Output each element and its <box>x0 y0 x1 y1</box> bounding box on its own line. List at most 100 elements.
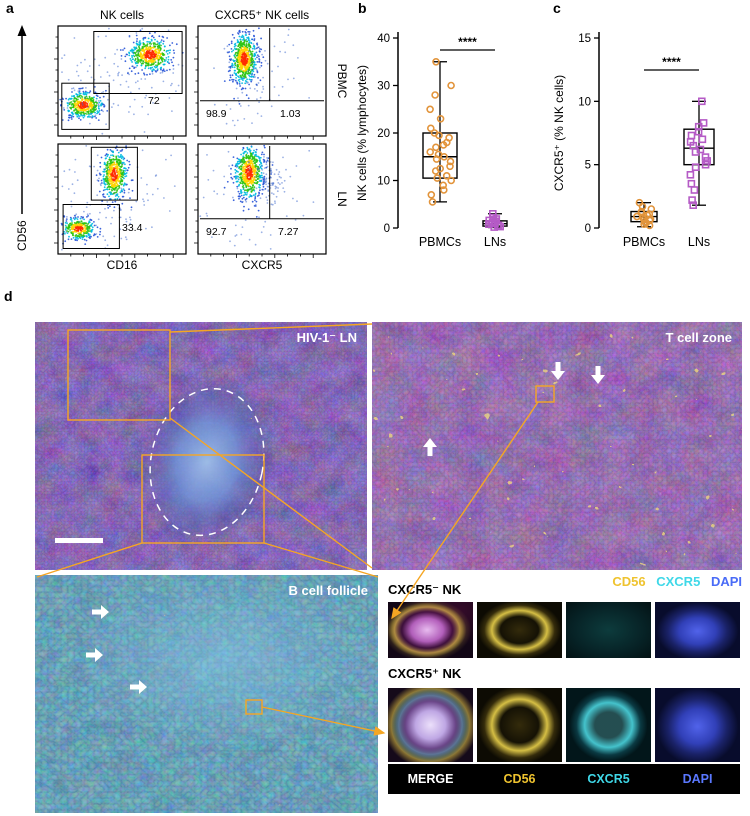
flow-point <box>106 201 109 203</box>
flow-point <box>263 144 266 147</box>
flow-point <box>118 156 121 159</box>
flow-point <box>132 65 135 68</box>
flow-point <box>170 154 173 157</box>
flow-point <box>61 57 63 59</box>
flow-point <box>252 29 255 32</box>
flow-point <box>245 80 248 83</box>
flow-point <box>91 108 94 110</box>
gate-non-nk <box>61 82 110 130</box>
flow-point <box>150 43 153 45</box>
flow-point <box>258 58 260 60</box>
flow-point <box>154 55 157 58</box>
gate-nk <box>93 31 183 94</box>
flow-point <box>120 157 123 160</box>
flow-point <box>240 88 243 91</box>
flow-point <box>258 168 260 171</box>
flow-point <box>121 74 123 76</box>
flow-point <box>105 35 107 38</box>
cd56-axis-arrowhead <box>17 25 27 36</box>
flow-point <box>138 41 141 44</box>
flow-point <box>258 216 260 219</box>
flow-point <box>91 222 94 225</box>
flow-point <box>131 61 133 63</box>
flow-point <box>244 62 247 65</box>
flow-point <box>265 161 268 163</box>
flow-point <box>72 231 75 233</box>
y-tick-label: 0 <box>384 223 390 235</box>
flow-point <box>153 42 156 45</box>
flow-point <box>242 209 245 212</box>
flow-point <box>89 230 91 232</box>
flow-point <box>243 173 246 176</box>
flow-point <box>129 58 132 60</box>
flow-point <box>235 58 238 61</box>
axis-ticks <box>194 154 314 258</box>
flow-point <box>233 66 236 69</box>
group-label: LNs <box>484 235 506 249</box>
flow-point <box>243 54 246 57</box>
flow-point <box>61 248 63 251</box>
flow-point <box>144 60 147 63</box>
flow-point <box>113 163 116 166</box>
flow-point <box>74 158 77 161</box>
flow-point <box>103 161 106 164</box>
flow-point <box>248 53 251 56</box>
flow-point <box>238 192 241 195</box>
flow-point <box>131 50 133 52</box>
flow-point <box>123 177 125 180</box>
flow-point <box>80 114 82 116</box>
flow-point <box>234 62 237 65</box>
flow-point <box>207 179 210 181</box>
flow-point <box>143 54 146 56</box>
flow-point <box>77 216 79 218</box>
flow-point <box>232 156 235 159</box>
flow-point <box>167 58 170 61</box>
crop-row-title-cxcr5pos: CXCR5⁺ NK <box>388 666 462 681</box>
data-point <box>440 186 448 194</box>
flow-point <box>105 177 108 180</box>
flow-point <box>134 48 136 51</box>
flow-point <box>112 186 115 189</box>
flow-point <box>255 68 258 71</box>
flow-point <box>258 180 261 182</box>
flow-point <box>127 71 129 74</box>
flow-point <box>121 172 124 175</box>
flow-point <box>110 179 113 182</box>
flow-point <box>123 167 125 170</box>
flow-point <box>296 200 298 203</box>
flow-point <box>77 90 80 92</box>
flow-point <box>106 188 109 191</box>
flow-point <box>74 230 77 233</box>
flow-point <box>81 222 84 225</box>
flow-point <box>129 105 131 108</box>
flow-point <box>162 42 165 45</box>
flow-point <box>239 165 242 168</box>
flow-point <box>168 210 171 212</box>
flow-point <box>254 197 257 200</box>
flow-point <box>253 171 256 174</box>
flow-point <box>235 77 238 79</box>
data-point <box>428 198 437 206</box>
data-point <box>442 172 451 180</box>
flow-point <box>234 44 237 47</box>
stain-legend: CD56 CXCR5 DAPI <box>460 574 742 589</box>
arrow-down-icon <box>551 362 565 380</box>
flow-point <box>127 166 130 169</box>
flow-point <box>244 82 247 85</box>
flow-point <box>100 102 103 105</box>
flow-point <box>256 43 259 46</box>
flow-point <box>73 192 76 195</box>
flow-point <box>249 149 252 152</box>
col-title-nk-cells: NK cells <box>100 8 144 22</box>
flow-point <box>140 78 143 80</box>
flow-point <box>75 222 77 225</box>
flow-point <box>63 215 65 217</box>
legend-dapi: DAPI <box>710 574 742 589</box>
flow-point <box>82 90 85 93</box>
flow-point <box>252 70 255 73</box>
flow-point <box>171 61 173 64</box>
flow-point <box>272 193 275 196</box>
flow-point <box>236 160 239 163</box>
flow-point <box>166 69 168 72</box>
flow-point <box>246 73 249 75</box>
